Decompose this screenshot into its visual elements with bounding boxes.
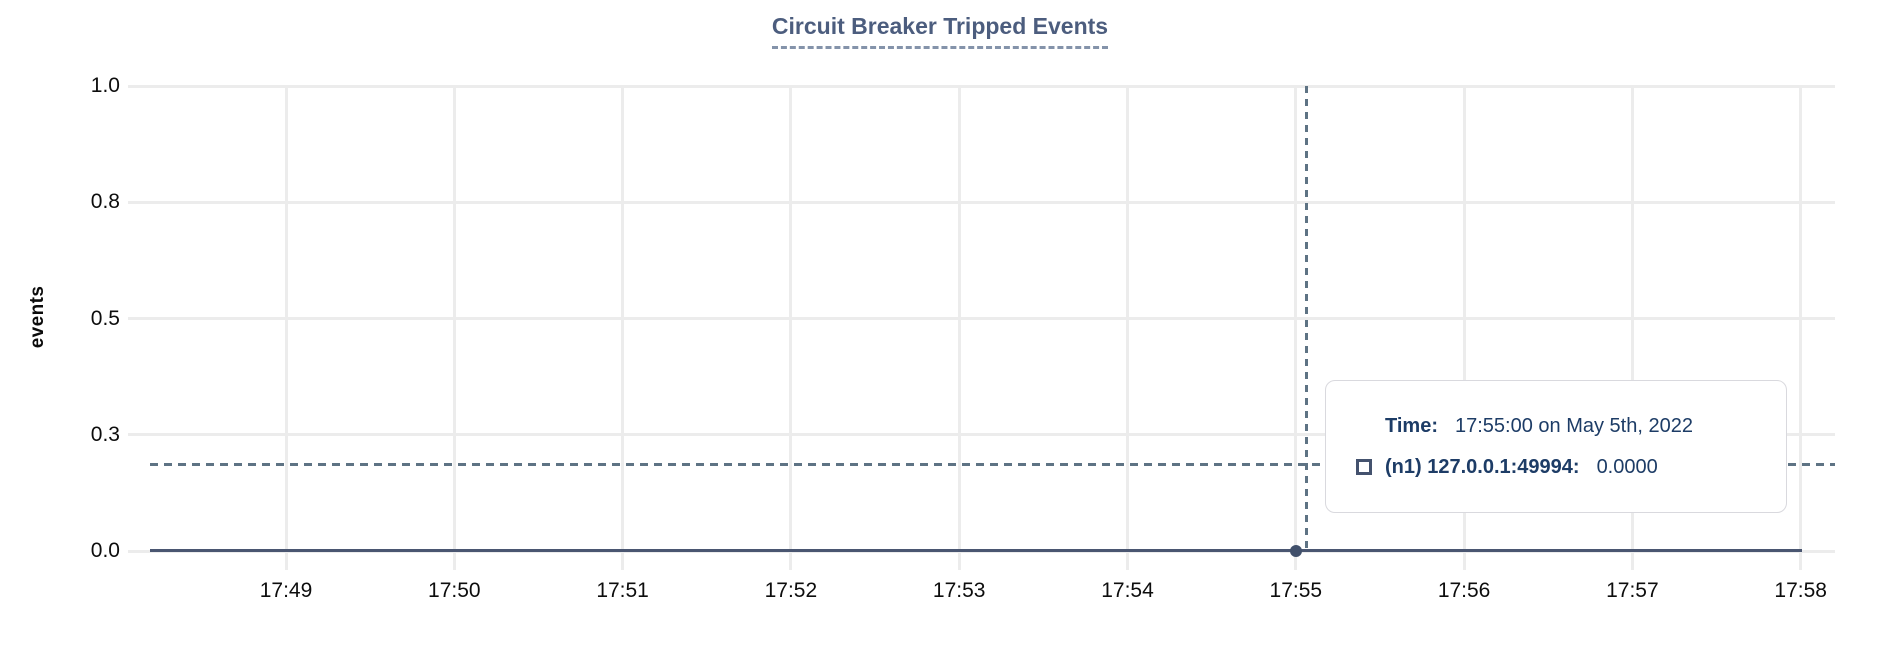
x-tick-label: 17:52 [764, 579, 818, 602]
cursor-horizontal-line [150, 463, 1835, 466]
x-tick-label: 17:49 [259, 579, 313, 602]
cursor-tooltip: Time: 17:55:00 on May 5th, 2022 (n1) 127… [1325, 380, 1787, 513]
x-tick-label: 17:55 [1269, 579, 1323, 602]
x-tick-label: 17:53 [932, 579, 986, 602]
chart-title[interactable]: Circuit Breaker Tripped Events [771, 13, 1109, 49]
chart-header: Circuit Breaker Tripped Events [0, 13, 1880, 49]
y-tick-label: 0.3 [90, 422, 120, 446]
x-tick-label: 17:54 [1101, 579, 1154, 602]
y-tick-label: 0.8 [90, 190, 120, 214]
x-gridline [452, 86, 456, 570]
x-gridline [1294, 86, 1298, 570]
tooltip-series-value: 0.0000 [1596, 456, 1658, 478]
y-tick-label: 0.5 [90, 306, 120, 330]
y-gridline [128, 433, 1835, 437]
tooltip-series-label: (n1) 127.0.0.1:49994: [1385, 456, 1580, 478]
x-tick-label: 17:58 [1774, 579, 1827, 602]
tooltip-time-label: Time: [1385, 415, 1438, 437]
tooltip-time-value: 17:55:00 on May 5th, 2022 [1454, 415, 1693, 437]
x-gridline [789, 86, 793, 570]
x-gridline [1630, 86, 1634, 570]
x-tick-label: 17:57 [1606, 579, 1659, 602]
tooltip-time-row: Time: 17:55:00 on May 5th, 2022 [1356, 416, 1786, 436]
series-line [150, 549, 1802, 552]
x-gridline [621, 86, 625, 570]
y-tick-label: 0.0 [90, 539, 120, 562]
x-gridline [1126, 86, 1129, 570]
x-gridline [1799, 86, 1803, 570]
x-gridline [1462, 86, 1466, 570]
cursor-vertical-line [1305, 86, 1308, 551]
hovered-point-marker [1290, 545, 1302, 557]
x-gridline [284, 86, 288, 570]
y-gridline [128, 200, 1835, 204]
x-gridline [957, 86, 961, 570]
x-tick-label: 17:56 [1437, 579, 1491, 602]
series-square-icon [1356, 459, 1372, 475]
x-tick-label: 17:51 [596, 579, 649, 602]
y-tick-label: 1.0 [90, 74, 120, 97]
y-gridline [128, 317, 1835, 320]
x-tick-label: 17:50 [428, 579, 481, 602]
legend-series-row[interactable]: (n1) 127.0.0.1:49994: 0.0000 [1356, 457, 1786, 477]
y-gridline [128, 84, 1835, 88]
